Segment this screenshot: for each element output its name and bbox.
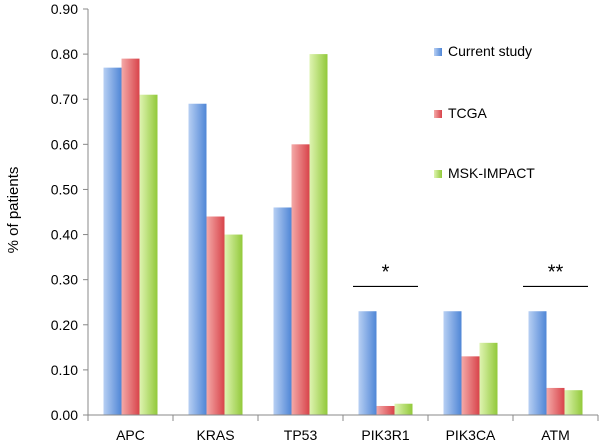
bar-msk-impact-pik3r1 bbox=[394, 403, 413, 415]
x-tick-label: PIK3R1 bbox=[361, 427, 409, 443]
y-tick-label: 0.90 bbox=[51, 1, 78, 17]
bar-tcga-atm bbox=[546, 387, 565, 415]
y-axis-title: % of patients bbox=[5, 167, 22, 254]
x-tick-label: ATM bbox=[541, 427, 570, 443]
y-tick-label: 0.00 bbox=[51, 407, 78, 423]
bar-msk-impact-pik3ca bbox=[479, 342, 498, 415]
legend: Current study TCGA MSK-IMPACT bbox=[434, 43, 535, 181]
bar-tcga-pik3r1 bbox=[376, 405, 395, 415]
legend-label: MSK-IMPACT bbox=[448, 165, 535, 181]
legend-label: TCGA bbox=[448, 105, 488, 121]
bar-current-study-pik3r1 bbox=[358, 311, 377, 415]
y-tick-label: 0.80 bbox=[51, 46, 78, 62]
x-tick-label: APC bbox=[116, 427, 145, 443]
x-axis: APC KRAS TP53 PIK3R1 PIK3CA ATM bbox=[87, 415, 599, 443]
y-tick-label: 0.70 bbox=[51, 91, 78, 107]
y-tick-label: 0.50 bbox=[51, 181, 78, 197]
legend-swatch bbox=[434, 170, 442, 178]
legend-swatch bbox=[434, 110, 442, 118]
y-tick-label: 0.20 bbox=[51, 317, 78, 333]
legend-swatch bbox=[434, 48, 442, 56]
y-tick-label: 0.40 bbox=[51, 227, 78, 243]
bar-msk-impact-atm bbox=[564, 390, 583, 415]
bar-current-study-tp53 bbox=[273, 207, 292, 415]
bar-current-study-kras bbox=[188, 103, 207, 415]
y-tick-label: 0.10 bbox=[51, 362, 78, 378]
x-tick-label: KRAS bbox=[196, 427, 234, 443]
bars bbox=[103, 54, 583, 416]
bar-current-study-atm bbox=[528, 311, 547, 415]
y-axis: 0.00 0.10 0.20 0.30 0.40 0.50 0.60 0.70 0.80 0.90 bbox=[51, 1, 88, 423]
bar-msk-impact-tp53 bbox=[309, 54, 328, 415]
bar-current-study-pik3ca bbox=[443, 311, 462, 415]
legend-label: Current study bbox=[448, 43, 532, 59]
bar-current-study-apc bbox=[103, 67, 122, 416]
bar-msk-impact-kras bbox=[224, 234, 243, 415]
significance-marker: * bbox=[382, 261, 390, 283]
significance-annotations: * ** bbox=[353, 261, 588, 288]
bar-tcga-tp53 bbox=[291, 144, 310, 416]
x-tick-label: TP53 bbox=[284, 427, 318, 443]
bar-tcga-pik3ca bbox=[461, 356, 480, 415]
bar-tcga-apc bbox=[121, 58, 140, 415]
x-tick-label: PIK3CA bbox=[446, 427, 496, 443]
significance-marker: ** bbox=[548, 261, 564, 283]
y-tick-label: 0.60 bbox=[51, 136, 78, 152]
bar-msk-impact-apc bbox=[139, 94, 158, 415]
y-tick-label: 0.30 bbox=[51, 272, 78, 288]
bar-tcga-kras bbox=[206, 216, 225, 415]
